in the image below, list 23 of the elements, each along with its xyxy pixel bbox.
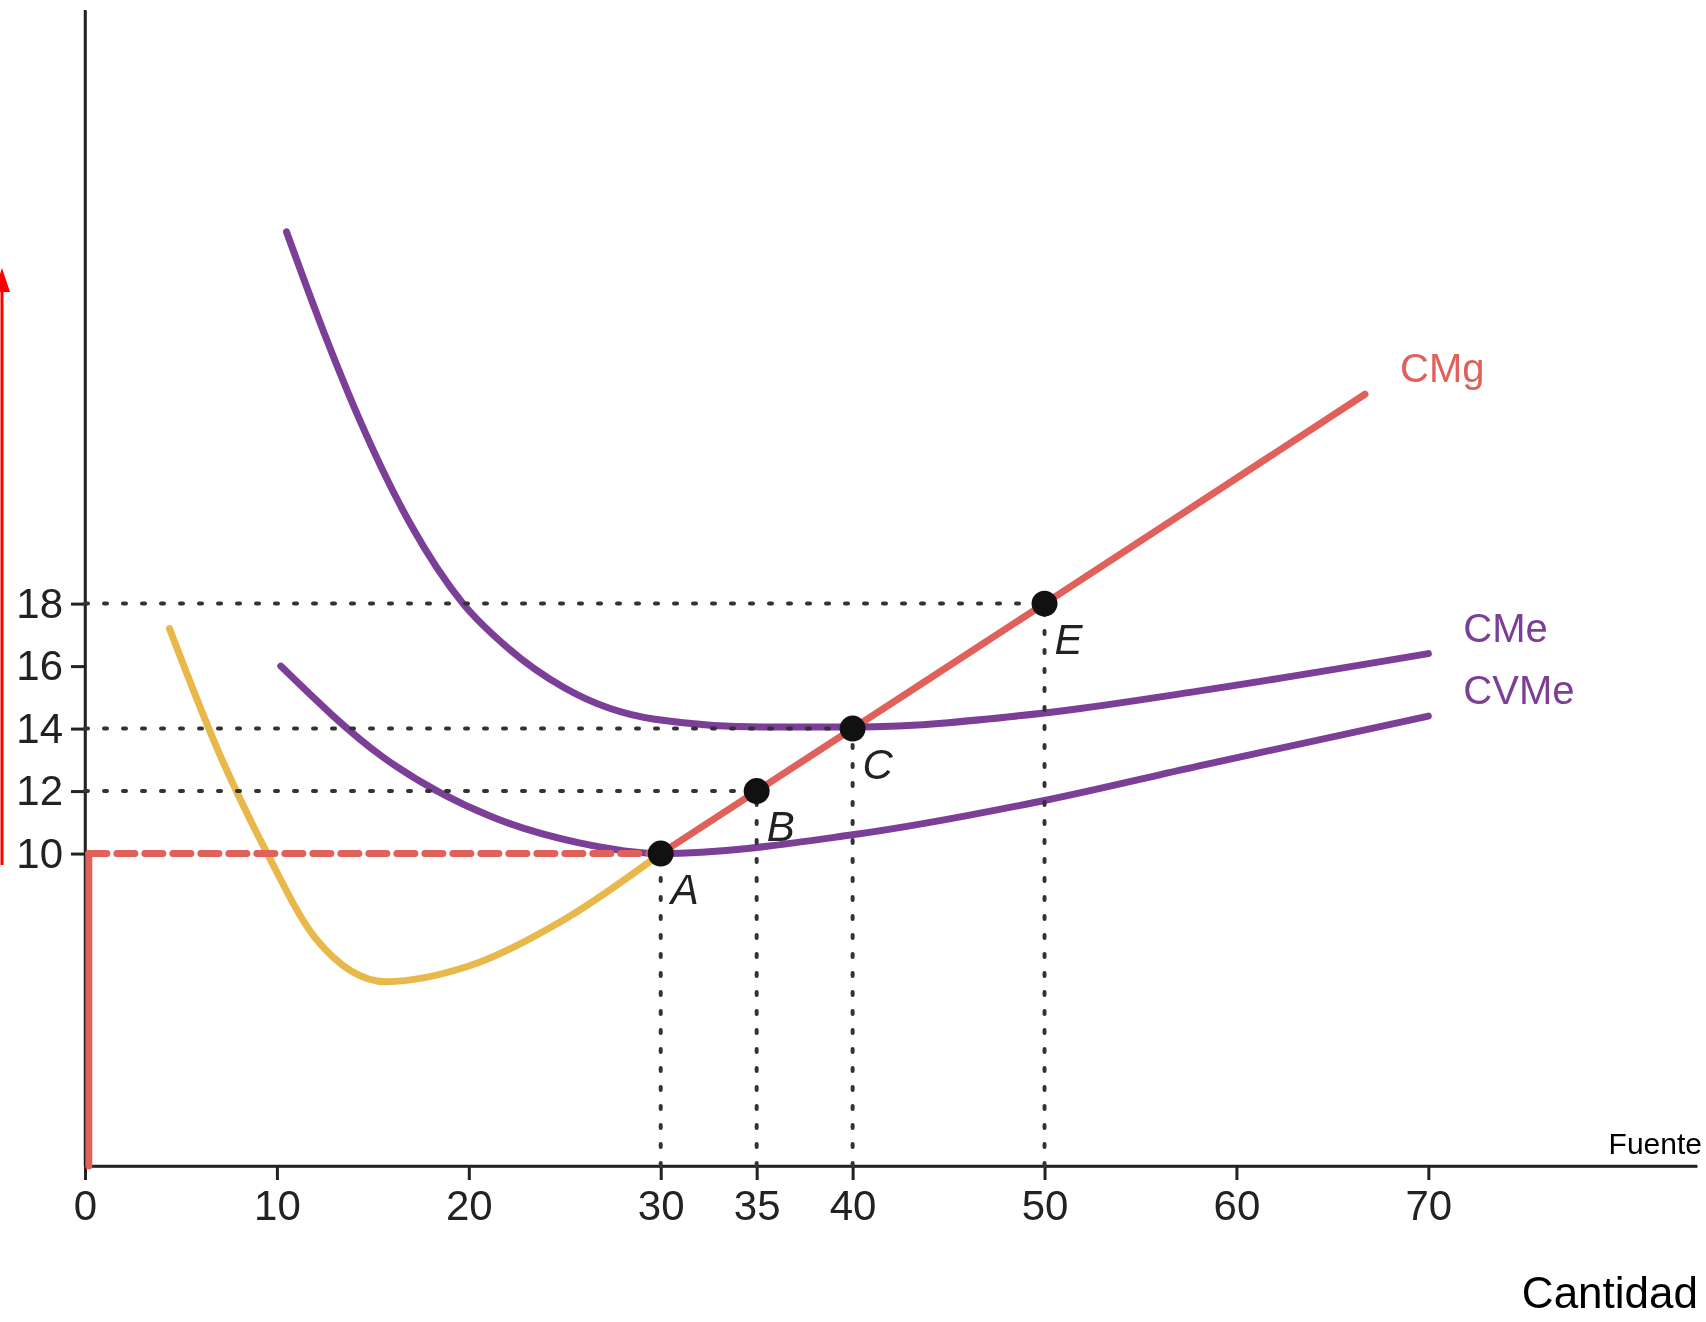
x-tick-label: 60 bbox=[1213, 1181, 1261, 1229]
x-axis-title: Cantidad bbox=[1521, 1268, 1698, 1317]
series-label: CVMe bbox=[1463, 668, 1575, 713]
x-tick-label: 20 bbox=[445, 1181, 493, 1229]
x-tick-label: 50 bbox=[1021, 1181, 1069, 1229]
y-tick-label: 12 bbox=[16, 767, 63, 815]
x-tick-label: 40 bbox=[829, 1181, 877, 1229]
annotation: E bbox=[1054, 615, 1084, 663]
annotation: A bbox=[667, 865, 699, 913]
x-tick-label: 10 bbox=[254, 1181, 301, 1229]
x-tick-label: 35 bbox=[733, 1181, 781, 1229]
y-tick-label: 10 bbox=[16, 829, 63, 877]
y-tick-label: 14 bbox=[16, 704, 63, 752]
y-tick-label: 18 bbox=[16, 579, 63, 627]
x-tick-label: 0 bbox=[73, 1181, 98, 1229]
annotation: Fuente bbox=[1608, 1127, 1702, 1160]
y-tick-label: 16 bbox=[16, 642, 63, 690]
series-label: CMe bbox=[1463, 605, 1548, 650]
annotation: C bbox=[862, 740, 894, 788]
annotation: B bbox=[766, 803, 795, 851]
x-tick-label: 70 bbox=[1405, 1181, 1453, 1229]
series-label: CMg bbox=[1400, 346, 1485, 391]
x-tick-label: 30 bbox=[637, 1181, 685, 1229]
